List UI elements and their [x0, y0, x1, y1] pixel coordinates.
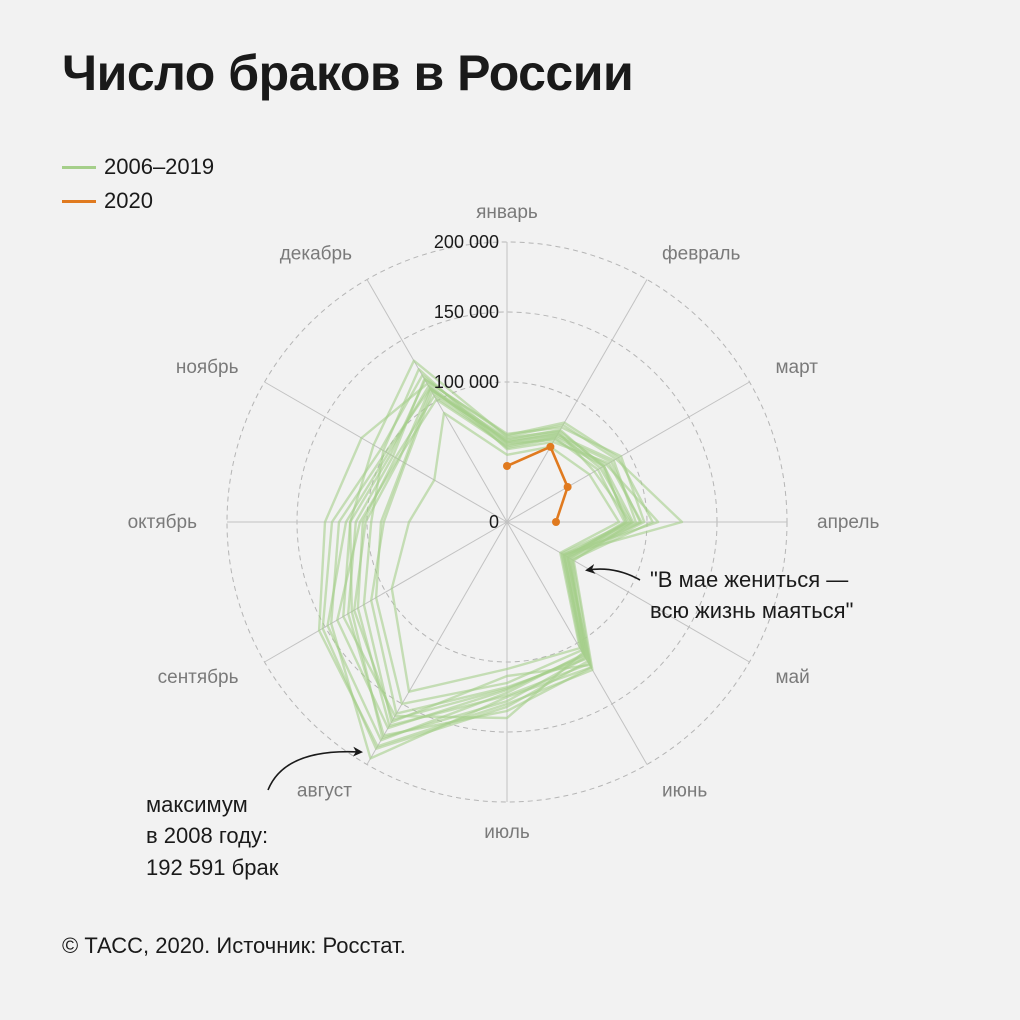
month-label-2: февраль	[662, 244, 741, 265]
legend-item-2020: 2020	[62, 184, 214, 218]
radar-grid	[226, 241, 788, 803]
month-label-6: июнь	[662, 780, 707, 801]
legend-swatch-background	[62, 165, 96, 169]
chart-title: Число браков в России	[62, 45, 634, 101]
background-series-line-11	[390, 411, 621, 693]
month-label-12: декабрь	[280, 244, 352, 265]
legend-swatch-2020	[62, 199, 96, 203]
background-series-group	[317, 359, 684, 760]
spoke-3	[506, 381, 750, 523]
spoke-6	[506, 521, 648, 765]
series-2020-point-3	[563, 483, 572, 491]
month-label-1: январь	[476, 202, 538, 223]
month-label-3: март	[775, 357, 818, 378]
month-label-5: май	[775, 667, 809, 688]
background-series-line-10	[370, 391, 629, 715]
background-series-line-13	[347, 377, 654, 737]
background-series-line-4	[336, 398, 660, 730]
series-2020-point-4	[552, 518, 560, 526]
tick-labels-group: 0 100 000 150 000 200 000	[434, 232, 499, 532]
background-series-line-8	[317, 382, 635, 748]
series-2020-group	[503, 442, 572, 526]
spoke-9	[264, 521, 508, 663]
month-label-8: август	[297, 780, 352, 801]
tick-label-2: 150 000	[434, 302, 499, 322]
background-series-line-9	[356, 394, 642, 727]
background-series-line-14	[353, 387, 633, 721]
axis-labels-group: январь февраль март апрель май июнь июль август…	[128, 202, 880, 843]
background-series-line-7	[374, 388, 632, 706]
legend-label-background: 2006–2019	[104, 154, 215, 179]
may-annotation-arrow	[585, 564, 641, 581]
max-annotation-line-3: 192 591 брак	[146, 855, 279, 880]
background-series-line-2	[321, 374, 637, 750]
month-label-4: апрель	[817, 512, 879, 533]
may-annotation-line-1: "В мае жениться —	[650, 567, 848, 592]
source-note: © ТАСС, 2020. Источник: Росстат.	[62, 933, 406, 958]
series-2020-point-1	[503, 462, 511, 470]
spoke-2	[506, 279, 648, 523]
series-2020-line	[506, 445, 569, 523]
series-2020-point-2	[546, 442, 555, 451]
legend-label-2020: 2020	[104, 188, 153, 213]
tick-label-1: 100 000	[434, 372, 499, 392]
month-label-7: июль	[484, 822, 530, 843]
spoke-5	[506, 521, 750, 663]
background-series-line-12	[326, 385, 626, 742]
max-annotation-line-1: максимум	[146, 792, 248, 817]
legend-item-background: 2006–2019	[62, 150, 214, 184]
may-annotation-line-2: всю жизнь маяться"	[650, 598, 853, 623]
legend: 2006–2019 2020	[62, 150, 214, 218]
max-annotation-arrow	[267, 746, 363, 791]
background-series-line-6	[362, 368, 643, 724]
background-series-line-3	[349, 378, 646, 739]
spoke-8	[366, 521, 508, 765]
max-annotation-line-2: в 2008 году:	[146, 823, 268, 848]
month-label-9: сентябрь	[158, 667, 239, 688]
tick-label-0: 0	[489, 512, 499, 532]
month-label-10: октябрь	[128, 512, 198, 533]
tick-label-3: 200 000	[434, 232, 499, 252]
background-series-line-5	[342, 359, 684, 720]
month-label-11: ноябрь	[176, 357, 239, 378]
